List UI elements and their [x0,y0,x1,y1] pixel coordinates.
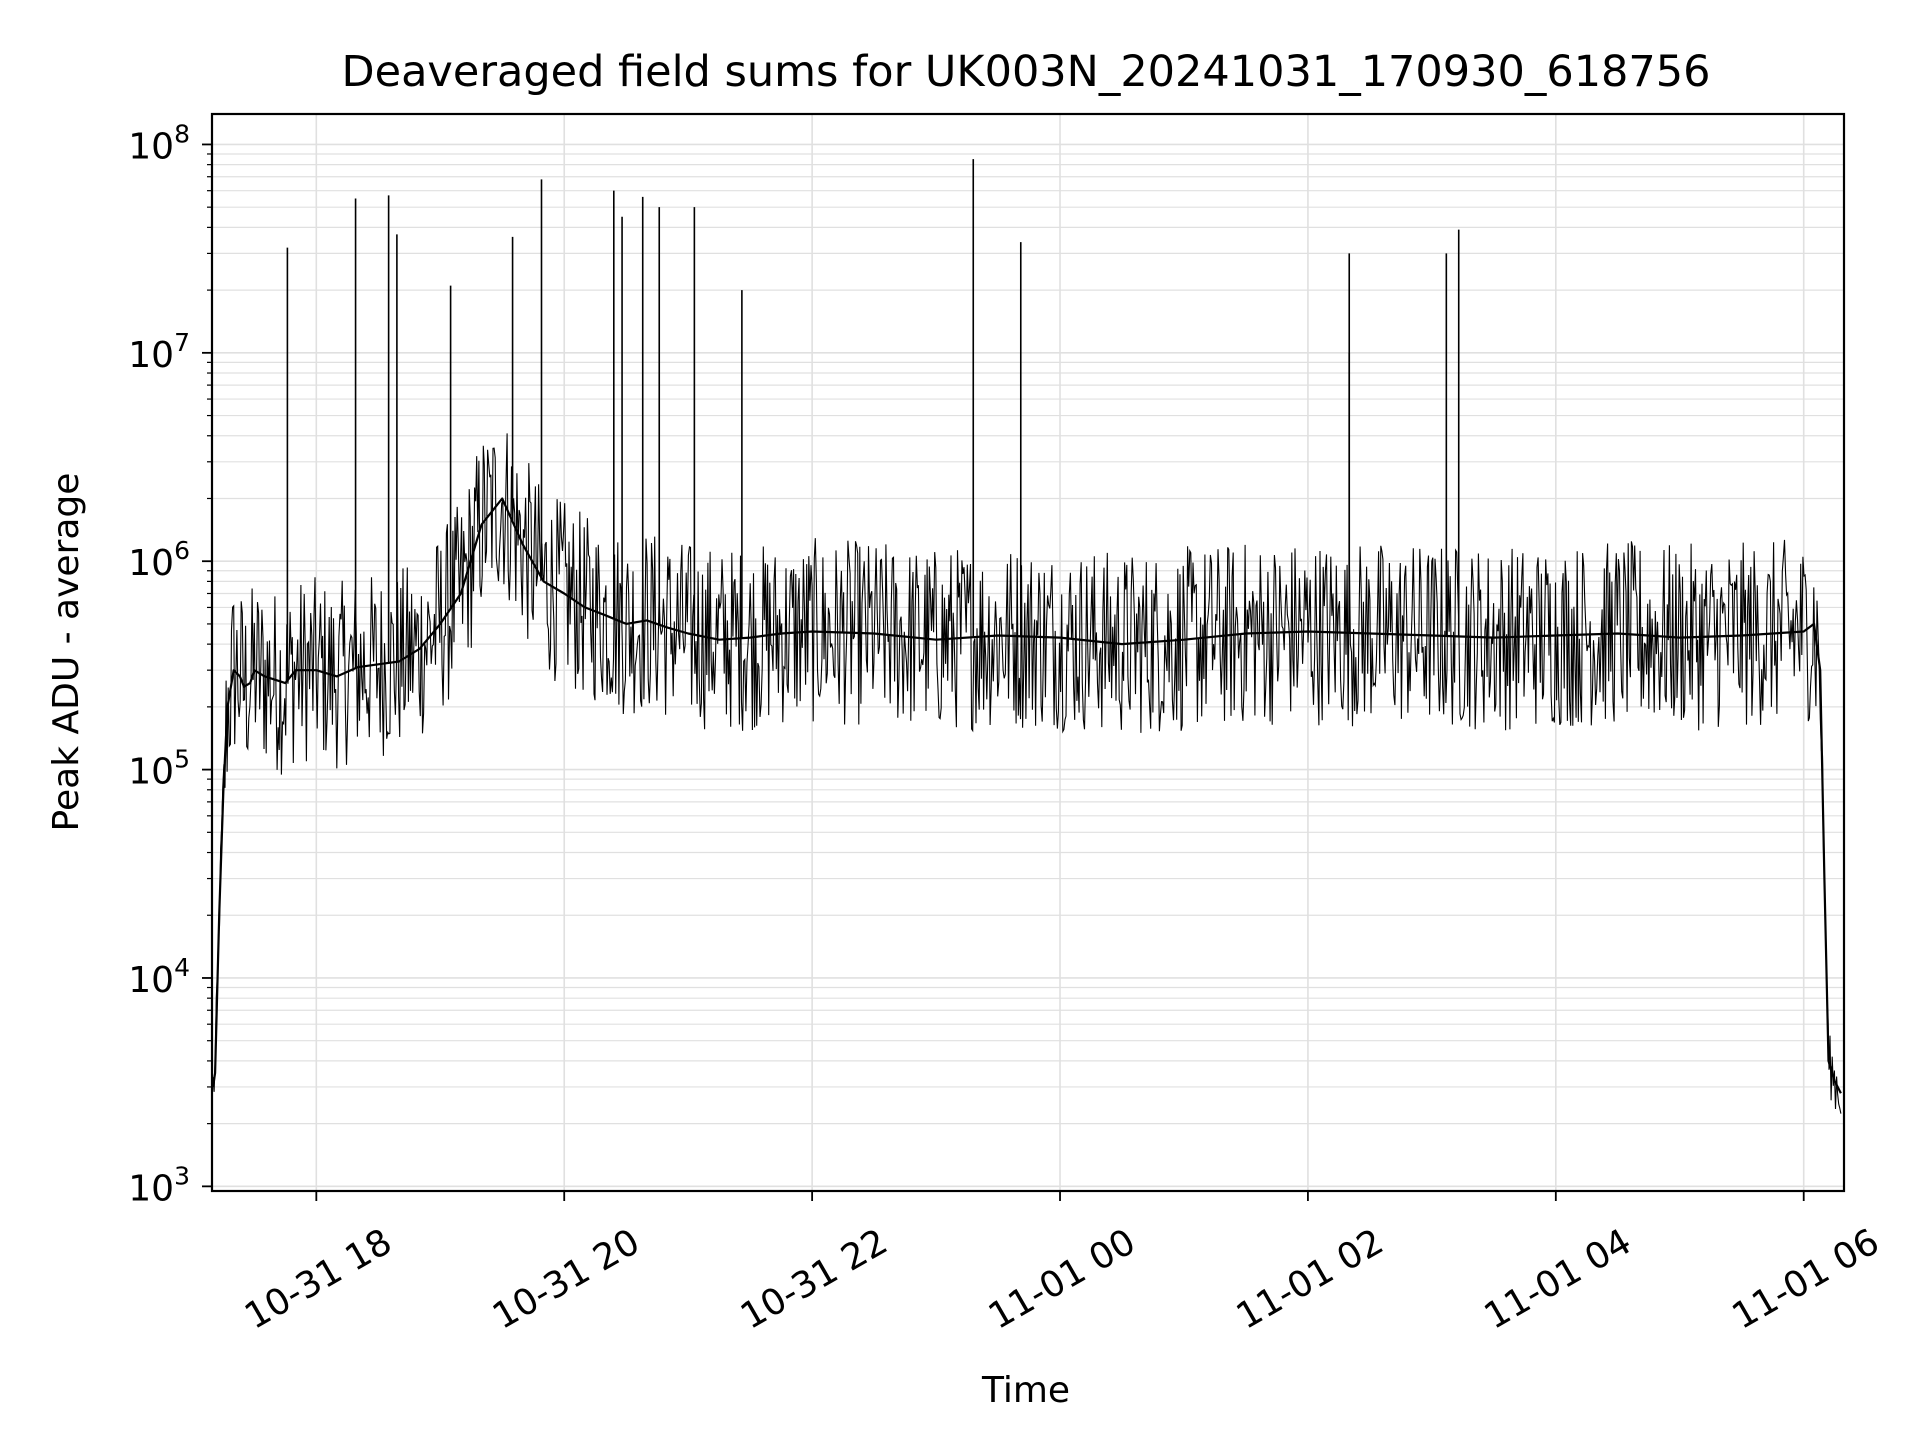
y-tick-label: 106 [128,536,190,584]
y-tick-label: 108 [128,119,190,167]
y-tick-label: 103 [128,1161,190,1209]
chart-title: Deaveraged field sums for UK003N_2024103… [342,47,1711,97]
x-axis-label: Time [981,1370,1070,1411]
plot-frame [210,112,1846,1193]
y-tick-label: 105 [128,745,190,793]
series-layer [211,159,1842,1114]
y-tick-label: 104 [128,953,190,1001]
y-axis-label: Peak ADU - average [46,473,87,832]
y-tick-label: 107 [128,328,190,376]
series-noise [212,433,1842,1114]
